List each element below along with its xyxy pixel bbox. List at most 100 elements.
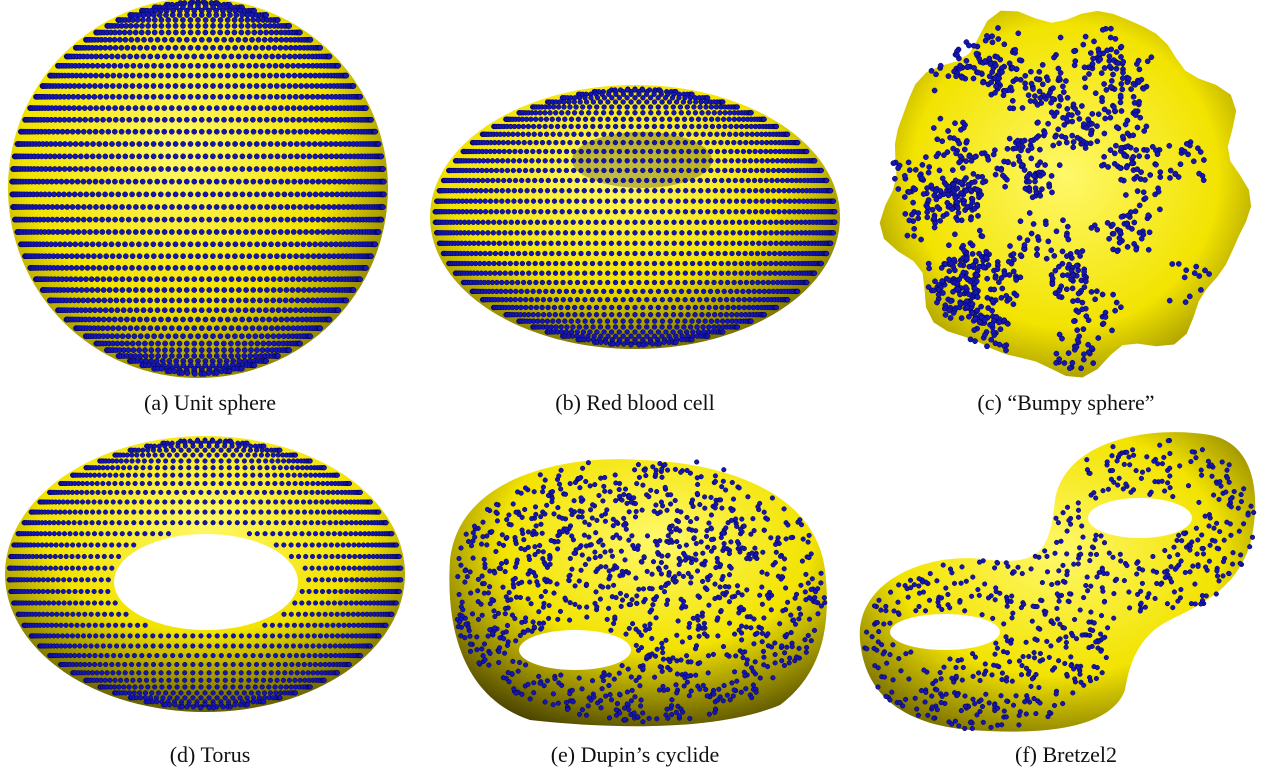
surface-point xyxy=(94,276,101,283)
surface-point xyxy=(1061,360,1068,366)
surface-point xyxy=(608,110,615,116)
surface-point xyxy=(719,209,725,215)
surface-point xyxy=(89,241,96,248)
surface-point xyxy=(116,72,123,79)
surface-point xyxy=(381,178,387,185)
surface-point xyxy=(604,139,611,146)
surface-point xyxy=(535,250,541,257)
surface-point xyxy=(778,240,785,246)
surface-point xyxy=(267,253,274,260)
surface-point xyxy=(66,191,73,198)
surface-point xyxy=(183,128,190,135)
surface-point xyxy=(704,279,710,286)
surface-point xyxy=(659,209,666,215)
surface-point xyxy=(640,230,646,236)
surface-point xyxy=(136,166,143,172)
surface-point xyxy=(274,265,281,271)
surface-point xyxy=(1063,139,1070,146)
surface-point xyxy=(259,347,266,353)
surface-point xyxy=(737,139,743,146)
surface-point xyxy=(749,279,755,286)
surface-point xyxy=(707,288,714,295)
surface-point xyxy=(716,219,722,225)
surface-point xyxy=(489,158,496,164)
surface-point xyxy=(319,105,325,111)
surface-point xyxy=(154,297,161,304)
surface-point xyxy=(217,253,224,260)
surface-point xyxy=(531,188,537,194)
surface-point xyxy=(996,319,1002,326)
surface-point xyxy=(616,329,622,335)
surface-point xyxy=(729,312,735,318)
surface-point xyxy=(213,297,220,304)
surface-point xyxy=(597,139,603,146)
surface-point xyxy=(754,131,760,137)
surface-point xyxy=(206,297,213,304)
surface-point xyxy=(300,62,307,69)
surface-point xyxy=(68,276,74,283)
surface-point xyxy=(1063,286,1070,293)
surface-point xyxy=(264,216,271,223)
surface-point xyxy=(326,316,333,323)
surface-point xyxy=(172,241,179,248)
surface-point xyxy=(1081,351,1087,358)
surface-point xyxy=(1049,281,1056,288)
surface-point xyxy=(704,297,710,303)
surface-point xyxy=(697,139,703,146)
surface-point xyxy=(127,307,133,314)
surface-point xyxy=(723,312,730,318)
surface-point xyxy=(498,288,504,295)
surface-point xyxy=(999,285,1006,292)
surface-point xyxy=(485,230,491,236)
surface-point xyxy=(101,297,108,304)
surface-point xyxy=(812,158,818,164)
surface-point xyxy=(1101,65,1108,71)
surface-point xyxy=(297,216,304,223)
surface-point xyxy=(992,171,999,178)
surface-point xyxy=(122,241,128,248)
surface-point xyxy=(147,297,153,304)
surface-point xyxy=(624,95,630,101)
surface-point xyxy=(678,110,684,116)
surface-point xyxy=(667,260,673,267)
surface-point xyxy=(102,241,108,248)
surface-point xyxy=(722,110,728,116)
surface-point xyxy=(578,167,584,174)
surface-point xyxy=(998,294,1005,301)
surface-point xyxy=(239,153,246,160)
surface-point xyxy=(628,116,634,122)
surface-point xyxy=(718,312,724,318)
surface-point xyxy=(195,44,201,51)
surface-point xyxy=(549,288,556,295)
surface-point xyxy=(760,250,767,257)
surface-point xyxy=(533,304,540,311)
surface-point xyxy=(548,324,554,330)
surface-point xyxy=(552,312,558,318)
surface-point xyxy=(482,198,488,204)
surface-point xyxy=(530,148,536,155)
surface-point xyxy=(213,287,220,293)
surface-point xyxy=(632,167,638,174)
surface-point xyxy=(268,191,274,198)
surface-point xyxy=(1045,120,1051,127)
surface-point xyxy=(593,288,599,295)
surface-point xyxy=(593,304,600,311)
surface-point xyxy=(791,198,798,204)
surface-point xyxy=(191,105,198,111)
surface-point xyxy=(165,316,172,323)
surface-point xyxy=(781,209,788,215)
surface-point xyxy=(176,116,183,123)
surface-point xyxy=(72,153,79,160)
surface-point xyxy=(705,198,711,204)
surface-point xyxy=(518,209,524,215)
surface-point xyxy=(147,325,154,332)
surface-point xyxy=(198,229,205,235)
surface-point xyxy=(722,158,728,164)
surface-point xyxy=(620,198,626,204)
surface-point xyxy=(183,307,190,314)
surface-point xyxy=(1040,170,1047,177)
surface-point xyxy=(56,153,63,160)
surface-point xyxy=(80,216,87,223)
surface-point xyxy=(670,304,677,311)
surface-point xyxy=(719,198,726,204)
